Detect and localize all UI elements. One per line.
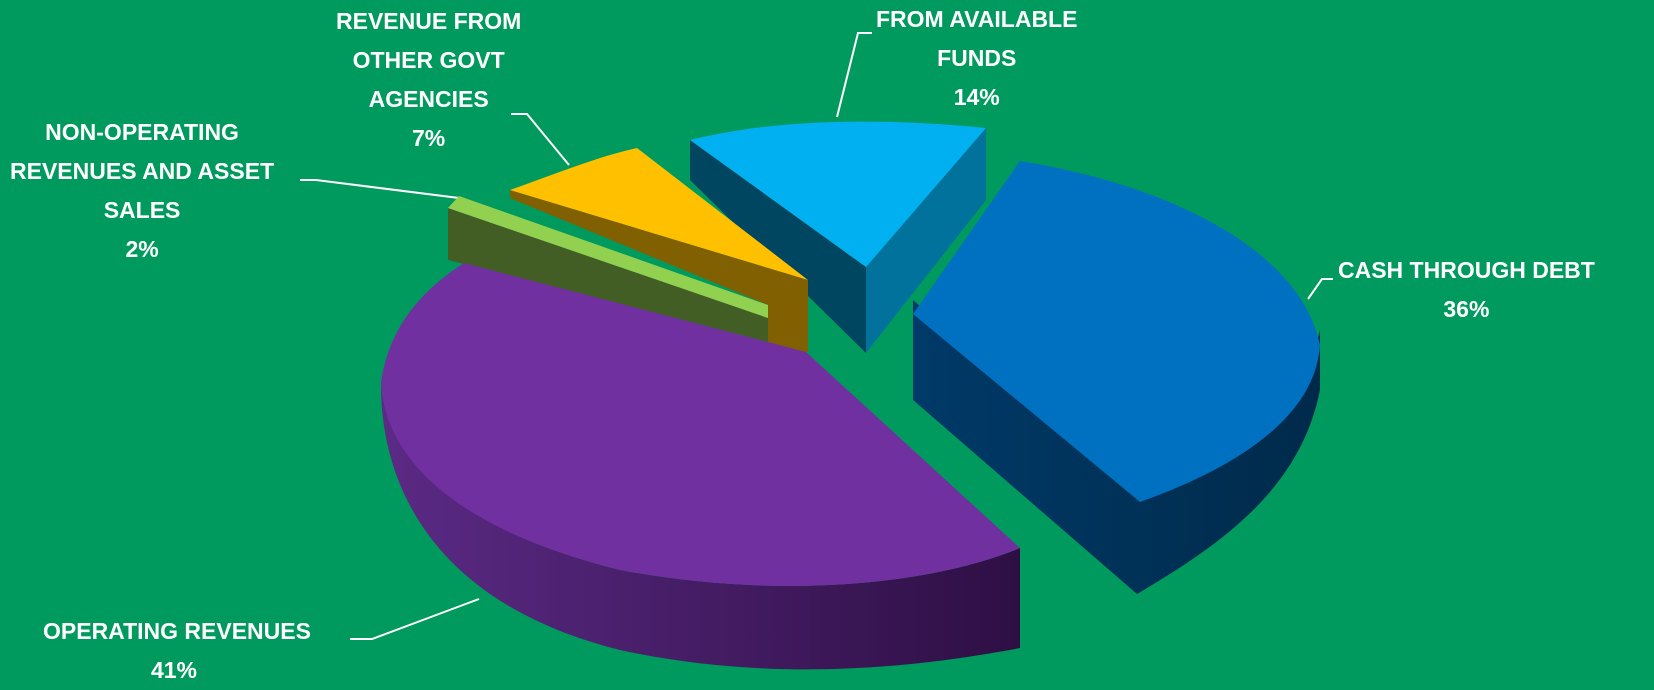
slice-side (448, 208, 768, 342)
slice-label-text: NON-OPERATING (45, 119, 239, 145)
pie-slice (448, 196, 768, 342)
slice-side (380, 382, 1020, 670)
pie-slice (380, 263, 1020, 670)
leader-line (300, 179, 460, 199)
slice-label-text: FROM AVAILABLE (876, 6, 1078, 32)
slice-label-operating-revenues: OPERATING REVENUES 41% (43, 612, 311, 690)
slice-percent: 41% (150, 657, 197, 683)
pie-slice (913, 161, 1320, 594)
slice-side (866, 128, 986, 353)
slice-top (913, 161, 1320, 502)
leader-lines (300, 32, 1333, 640)
slice-label-text: SALES (103, 197, 181, 223)
slice-label-text: REVENUE FROM (336, 8, 522, 34)
slice-label-text: OPERATING REVENUES (43, 618, 311, 644)
slice-percent: 7% (412, 125, 446, 151)
slice-percent: 2% (125, 236, 159, 262)
slice-label-text: CASH THROUGH DEBT (1338, 257, 1595, 283)
slice-label-non-operating: NON-OPERATING REVENUES AND ASSET SALES 2… (10, 113, 274, 269)
slice-side (690, 140, 866, 353)
slice-percent: 14% (953, 84, 1000, 110)
leader-line (350, 598, 480, 640)
slice-percent: 36% (1443, 296, 1490, 322)
slice-label-text: AGENCIES (368, 86, 489, 112)
pie-slices (380, 121, 1320, 670)
leader-line (836, 32, 872, 118)
slice-top (510, 148, 808, 280)
slice-label-text: FUNDS (937, 45, 1017, 71)
slice-side (913, 300, 1320, 594)
slice-top (448, 196, 768, 318)
slice-top (381, 263, 1020, 586)
slice-side (510, 190, 808, 352)
slice-label-text: OTHER GOVT (352, 47, 505, 73)
slice-label-other-govt-agencies: REVENUE FROM OTHER GOVT AGENCIES 7% (336, 2, 521, 158)
slice-label-cash-through-debt: CASH THROUGH DEBT 36% (1338, 251, 1595, 329)
slice-label-text: REVENUES AND ASSET (10, 158, 275, 184)
pie-slice (690, 121, 986, 353)
slice-top (690, 121, 986, 267)
slice-label-available-funds: FROM AVAILABLE FUNDS 14% (876, 0, 1077, 117)
leader-line (1307, 278, 1333, 300)
pie-slice (510, 148, 808, 352)
leader-line (511, 113, 570, 166)
